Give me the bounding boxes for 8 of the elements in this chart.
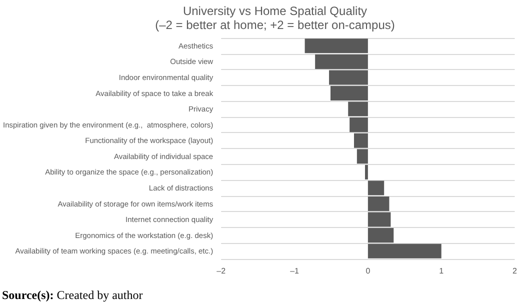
chart-title: University vs Home Spatial Quality — [182, 4, 368, 18]
source-note: Source(s): Created by author — [2, 288, 143, 302]
x-tick-label: 2 — [512, 266, 518, 276]
x-tick-label: 0 — [366, 266, 371, 276]
x-tick-label: –2 — [216, 266, 226, 276]
chart-subtitle: (–2 = better at home; +2 = better on-campus) — [155, 18, 395, 32]
x-tick-label: 1 — [439, 266, 444, 276]
x-tick-label: –1 — [290, 266, 300, 276]
